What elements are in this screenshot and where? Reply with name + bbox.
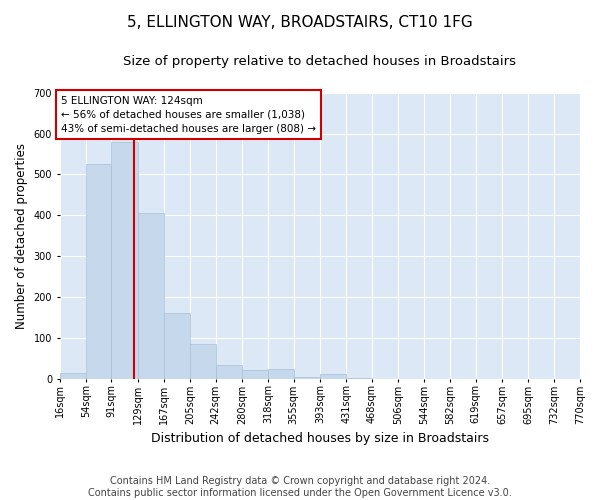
Y-axis label: Number of detached properties: Number of detached properties <box>15 143 28 329</box>
Bar <box>59 372 86 378</box>
Bar <box>112 142 137 378</box>
Bar <box>215 366 242 378</box>
Bar <box>86 164 112 378</box>
Bar <box>190 344 215 378</box>
Bar <box>137 214 164 378</box>
Bar <box>268 369 293 378</box>
Text: 5, ELLINGTON WAY, BROADSTAIRS, CT10 1FG: 5, ELLINGTON WAY, BROADSTAIRS, CT10 1FG <box>127 15 473 30</box>
Bar <box>242 370 268 378</box>
Bar <box>164 314 190 378</box>
Bar <box>320 374 346 378</box>
Bar <box>293 376 320 378</box>
Title: Size of property relative to detached houses in Broadstairs: Size of property relative to detached ho… <box>124 55 517 68</box>
X-axis label: Distribution of detached houses by size in Broadstairs: Distribution of detached houses by size … <box>151 432 489 445</box>
Text: 5 ELLINGTON WAY: 124sqm
← 56% of detached houses are smaller (1,038)
43% of semi: 5 ELLINGTON WAY: 124sqm ← 56% of detache… <box>61 96 316 134</box>
Text: Contains HM Land Registry data © Crown copyright and database right 2024.
Contai: Contains HM Land Registry data © Crown c… <box>88 476 512 498</box>
